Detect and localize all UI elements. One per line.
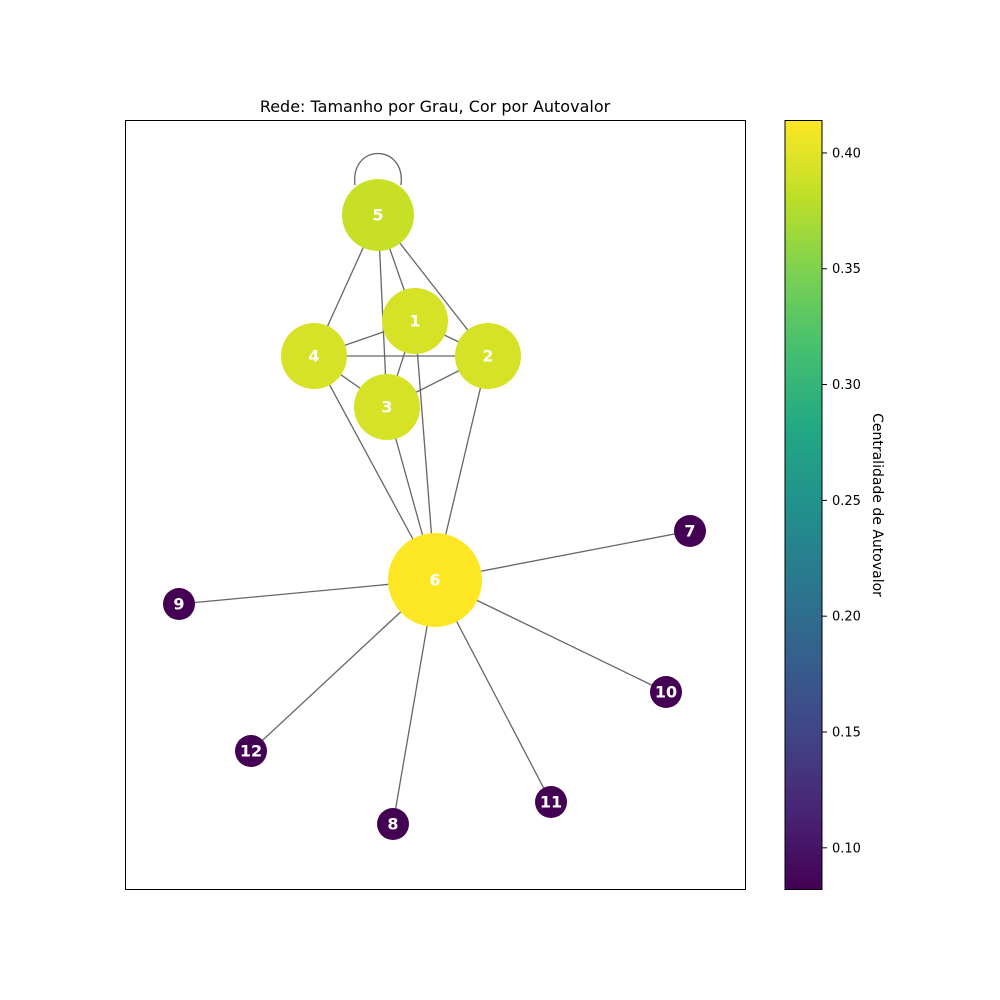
node-5: 5 <box>342 179 414 251</box>
colorbar-tick-label: 0.35 <box>832 262 861 277</box>
node-9: 9 <box>163 588 195 620</box>
node-label-10: 10 <box>655 683 677 702</box>
node-circle-1 <box>382 288 448 354</box>
node-circle-7 <box>674 515 706 547</box>
node-label-12: 12 <box>240 742 262 761</box>
node-label-11: 11 <box>540 793 562 812</box>
node-label-7: 7 <box>684 522 695 541</box>
node-circle-9 <box>163 588 195 620</box>
chart-title: Rede: Tamanho por Grau, Cor por Autovalo… <box>260 97 611 116</box>
colorbar-tick-label: 0.25 <box>832 494 861 509</box>
node-3: 3 <box>354 374 420 440</box>
node-6: 6 <box>388 533 482 627</box>
node-circle-2 <box>455 323 521 389</box>
node-label-1: 1 <box>409 312 420 331</box>
node-circle-6 <box>388 533 482 627</box>
node-4: 4 <box>281 323 347 389</box>
colorbar-tick-label: 0.30 <box>832 378 861 393</box>
node-1: 1 <box>382 288 448 354</box>
node-circle-5 <box>342 179 414 251</box>
node-8: 8 <box>377 808 409 840</box>
node-10: 10 <box>650 676 682 708</box>
node-2: 2 <box>455 323 521 389</box>
colorbar-tick-label: 0.10 <box>832 841 861 856</box>
node-label-8: 8 <box>387 815 398 834</box>
node-label-4: 4 <box>308 347 319 366</box>
node-label-5: 5 <box>372 206 383 225</box>
colorbar-ticks: 0.10 0.15 0.20 0.25 0.30 0.35 0.40 <box>822 146 861 856</box>
colorbar-tick-label: 0.20 <box>832 610 861 625</box>
colorbar-tick-label: 0.15 <box>832 725 861 740</box>
node-circle-8 <box>377 808 409 840</box>
node-circle-12 <box>235 735 267 767</box>
node-12: 12 <box>235 735 267 767</box>
plot-area <box>125 120 746 890</box>
node-label-6: 6 <box>429 571 440 590</box>
node-7: 7 <box>674 515 706 547</box>
node-circle-10 <box>650 676 682 708</box>
colorbar-label: Centralidade de Autovalor <box>869 413 885 597</box>
node-circle-3 <box>354 374 420 440</box>
node-11: 11 <box>535 786 567 818</box>
node-label-2: 2 <box>482 347 493 366</box>
edge-5-5 <box>354 152 402 186</box>
node-label-3: 3 <box>381 398 392 417</box>
node-circle-11 <box>535 786 567 818</box>
colorbar <box>784 120 823 890</box>
node-circle-4 <box>281 323 347 389</box>
node-label-9: 9 <box>173 595 184 614</box>
colorbar-tick-label: 0.40 <box>832 146 861 161</box>
